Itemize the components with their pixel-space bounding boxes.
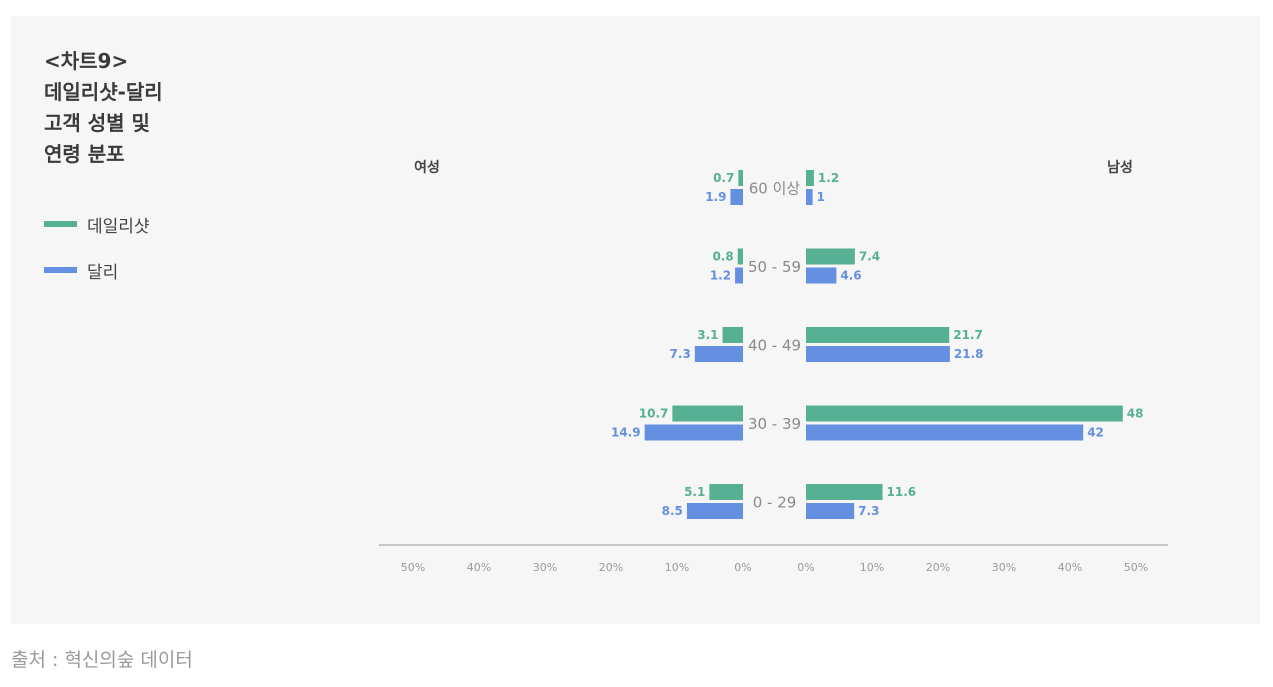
bar-female (644, 424, 743, 441)
left-side-label: 여성 (414, 159, 440, 176)
data-label-female: 0.7 (713, 171, 734, 185)
bar-male (806, 503, 855, 519)
bar-male (806, 189, 813, 205)
tick-label-left: 10% (665, 561, 689, 574)
tick-label-left: 50% (401, 561, 425, 574)
bar-female (709, 484, 743, 500)
legend-label-dailyshot: 데일리샷 (87, 216, 150, 237)
bar-female (730, 189, 743, 205)
data-label-male: 48 (1127, 407, 1144, 421)
legend-label-dalli: 달리 (87, 262, 119, 283)
chart-panel (11, 16, 1260, 624)
category-label: 40 - 49 (748, 337, 801, 355)
data-label-male: 7.4 (859, 250, 880, 264)
data-label-male: 11.6 (887, 485, 917, 499)
data-label-female: 1.9 (705, 190, 726, 204)
data-label-female: 5.1 (684, 485, 705, 499)
data-label-female: 10.7 (639, 407, 669, 421)
tick-label-right: 50% (1124, 561, 1148, 574)
tick-label-left: 0% (734, 561, 751, 574)
tick-label-right: 10% (860, 561, 884, 574)
bar-female (672, 405, 743, 422)
data-label-female: 0.8 (712, 250, 733, 264)
bar-male (806, 484, 883, 500)
tick-label-right: 20% (926, 561, 950, 574)
chart-number: <차트9> (44, 49, 129, 73)
legend-item-dalli: 달리 (44, 259, 119, 283)
tick-label-right: 30% (992, 561, 1016, 574)
bar-male (806, 267, 837, 284)
bar-female (735, 267, 743, 284)
data-label-female: 3.1 (697, 328, 718, 342)
data-label-male: 7.3 (858, 504, 879, 518)
data-label-male: 4.6 (840, 269, 861, 283)
bar-female (686, 503, 743, 519)
legend-swatch-dailyshot (44, 221, 77, 227)
category-label: 60 이상 (749, 180, 801, 198)
bar-male (806, 170, 814, 186)
bar-male (806, 405, 1123, 422)
legend-swatch-dalli (44, 267, 77, 273)
bar-female (722, 327, 743, 343)
legend-item-dailyshot: 데일리샷 (44, 213, 150, 237)
data-label-female: 1.2 (710, 269, 731, 283)
data-label-male: 1 (817, 190, 825, 204)
chart-title-line-1: 데일리샷-달리 (44, 80, 163, 104)
data-label-male: 42 (1087, 426, 1104, 440)
tick-label-right: 40% (1058, 561, 1082, 574)
category-label: 30 - 39 (748, 415, 801, 433)
source-note: 출처 : 혁신의숲 데이터 (11, 649, 193, 671)
chart-title-line-2: 고객 성별 및 (44, 111, 150, 135)
category-label: 0 - 29 (753, 494, 797, 512)
right-side-label: 남성 (1107, 159, 1133, 176)
tick-label-left: 20% (599, 561, 623, 574)
bar-female (738, 170, 743, 186)
bar-male (806, 424, 1084, 441)
tick-label-left: 40% (467, 561, 491, 574)
bar-female (694, 346, 743, 362)
category-label: 50 - 59 (748, 258, 801, 276)
data-label-female: 8.5 (662, 504, 683, 518)
data-label-male: 1.2 (818, 171, 839, 185)
chart-title-block: <차트9> 데일리샷-달리 고객 성별 및 연령 분포 (44, 46, 163, 170)
tick-label-right: 0% (797, 561, 814, 574)
bar-female (737, 248, 743, 265)
data-label-male: 21.7 (953, 328, 983, 342)
tick-label-left: 30% (533, 561, 557, 574)
bar-male (806, 248, 855, 265)
bar-male (806, 346, 950, 362)
data-label-female: 14.9 (611, 426, 641, 440)
chart-title-line-3: 연령 분포 (44, 142, 125, 166)
bar-male (806, 327, 950, 343)
data-label-female: 7.3 (670, 347, 691, 361)
data-label-male: 21.8 (954, 347, 984, 361)
